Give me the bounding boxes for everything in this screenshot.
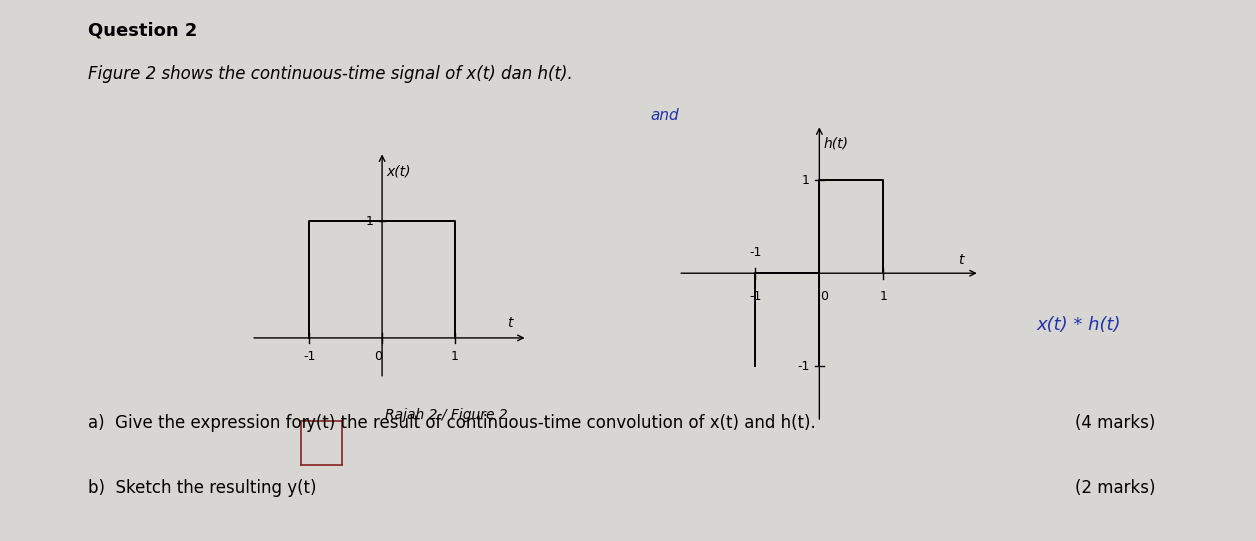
Text: -1: -1: [749, 290, 761, 303]
Text: (2 marks): (2 marks): [1075, 479, 1156, 497]
Text: 1: 1: [451, 349, 458, 362]
Text: x(t) * h(t): x(t) * h(t): [1036, 316, 1120, 334]
Text: -1: -1: [749, 246, 761, 259]
Text: y(t) the result of continuous-time convolution of x(t) and h(t).: y(t) the result of continuous-time convo…: [306, 414, 815, 432]
Text: Figure 2 shows the continuous-time signal of x(t) dan h(t).: Figure 2 shows the continuous-time signa…: [88, 65, 573, 83]
Text: (4 marks): (4 marks): [1075, 414, 1156, 432]
Text: Question 2: Question 2: [88, 22, 197, 39]
Text: 1: 1: [801, 174, 810, 187]
Text: b)  Sketch the resulting y(t): b) Sketch the resulting y(t): [88, 479, 317, 497]
Text: x(t): x(t): [387, 164, 411, 179]
Text: 1: 1: [879, 290, 888, 303]
Text: Rajah 2 / Figure 2: Rajah 2 / Figure 2: [384, 408, 507, 423]
Text: 1: 1: [365, 215, 373, 228]
Text: h(t): h(t): [823, 136, 848, 150]
Text: 0: 0: [820, 290, 829, 303]
Text: -1: -1: [798, 360, 810, 373]
Text: t: t: [507, 316, 512, 330]
Text: 0: 0: [374, 349, 383, 362]
Text: a)  Give the expression for: a) Give the expression for: [88, 414, 314, 432]
Text: and: and: [651, 108, 679, 123]
Text: -1: -1: [303, 349, 315, 362]
Text: t: t: [957, 253, 963, 267]
